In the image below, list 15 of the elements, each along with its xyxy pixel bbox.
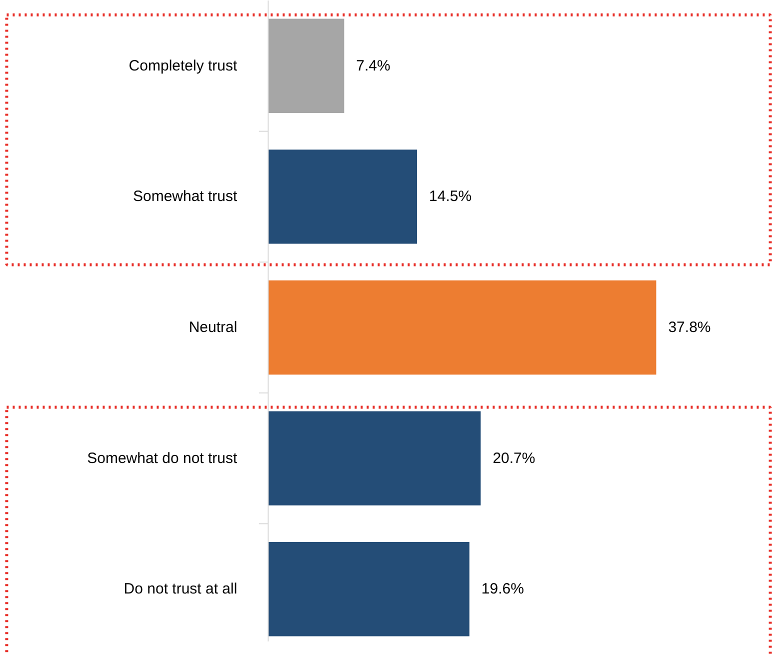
- bar: [268, 280, 656, 375]
- bar: [268, 18, 344, 113]
- data-label: 20.7%: [492, 450, 536, 467]
- y-tick-label: Somewhat trust: [132, 188, 238, 206]
- y-tick-label: Neutral: [188, 319, 238, 336]
- y-tick-label: Somewhat do not trust: [87, 450, 238, 467]
- data-label: 14.5%: [429, 188, 472, 206]
- data-label: 37.8%: [668, 319, 711, 336]
- data-label: 19.6%: [481, 580, 524, 598]
- y-tick-label: Completely trust: [128, 57, 238, 74]
- bar: [268, 411, 481, 506]
- bar: [268, 542, 470, 636]
- y-tick-label: Do not trust at all: [124, 580, 238, 598]
- data-label: 7.4%: [356, 57, 390, 74]
- bar: [268, 150, 418, 244]
